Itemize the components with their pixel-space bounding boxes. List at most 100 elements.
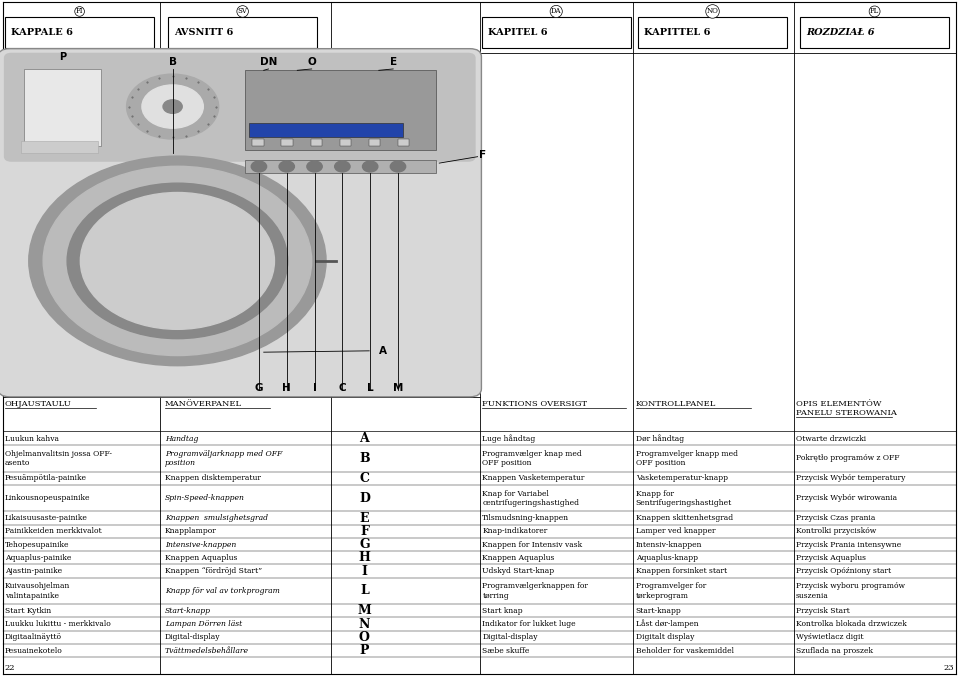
Circle shape [363, 161, 378, 172]
Text: C: C [339, 383, 346, 393]
Text: Kuivausohjelman
valintapainike: Kuivausohjelman valintapainike [5, 582, 70, 600]
Text: SV: SV [238, 7, 247, 16]
Text: G: G [359, 538, 370, 551]
Text: N: N [359, 618, 370, 631]
Text: Indikator for lukket luge: Indikator for lukket luge [482, 620, 576, 628]
Text: Knapp för val av torkprogram: Knapp för val av torkprogram [165, 587, 280, 595]
Text: DN: DN [260, 57, 277, 67]
Text: Przycisk Aquaplus: Przycisk Aquaplus [796, 554, 866, 562]
Text: Pesuainekotelo: Pesuainekotelo [5, 646, 62, 654]
Text: Knappen for Intensiv vask: Knappen for Intensiv vask [482, 541, 582, 549]
Text: Knapplampor: Knapplampor [165, 527, 217, 535]
Text: Tehopesupainike: Tehopesupainike [5, 541, 69, 549]
Text: Linkousnopeuspainike: Linkousnopeuspainike [5, 494, 90, 502]
Text: L: L [360, 585, 369, 598]
Text: Intensive-knappen: Intensive-knappen [165, 541, 236, 549]
Text: Programväljarknapp med OFF
position: Programväljarknapp med OFF position [165, 450, 282, 467]
Text: Start knap: Start knap [482, 607, 523, 615]
Text: M: M [393, 383, 403, 393]
Text: OHJAUSTAULU: OHJAUSTAULU [5, 400, 72, 408]
Text: Knappen Aquaplus: Knappen Aquaplus [482, 554, 554, 562]
FancyBboxPatch shape [801, 17, 949, 48]
Bar [311, 139, 322, 145]
Text: A: A [379, 346, 386, 356]
Text: Programvelger knapp med
OFF position: Programvelger knapp med OFF position [636, 450, 737, 467]
Text: B: B [359, 452, 370, 465]
Text: PL: PL [870, 7, 879, 16]
Text: Udskyd Start-knap: Udskyd Start-knap [482, 567, 554, 575]
Text: Lamper ved knapper: Lamper ved knapper [636, 527, 715, 535]
Text: 22: 22 [5, 664, 15, 672]
Text: O: O [307, 57, 316, 67]
Text: MANÖVERPANEL: MANÖVERPANEL [165, 400, 242, 408]
Bar [281, 139, 292, 145]
Text: Handtag: Handtag [165, 435, 199, 443]
Text: Knap-indikatorer: Knap-indikatorer [482, 527, 548, 535]
Text: Vasketemperatur-knapp: Vasketemperatur-knapp [636, 475, 728, 483]
Text: Knappen skittenhetsgrad: Knappen skittenhetsgrad [636, 514, 733, 522]
Text: Tilsmudsning-knappen: Tilsmudsning-knappen [482, 514, 570, 522]
Circle shape [67, 183, 288, 339]
Bar [245, 70, 436, 149]
Text: A: A [360, 432, 369, 445]
Text: H: H [282, 383, 292, 393]
Text: Kontrolki przycisków: Kontrolki przycisków [796, 527, 877, 535]
Bar [249, 122, 403, 137]
Text: Start Kytkin: Start Kytkin [5, 607, 51, 615]
Text: Kontrolka blokada drzwiczek: Kontrolka blokada drzwiczek [796, 620, 906, 628]
Text: Ajastin-painike: Ajastin-painike [5, 567, 62, 575]
Circle shape [81, 193, 274, 329]
Text: M: M [358, 604, 371, 617]
Text: H: H [359, 552, 370, 564]
Text: Digital-display: Digital-display [482, 633, 538, 642]
Text: Przycisk wyboru programów
suszenia: Przycisk wyboru programów suszenia [796, 582, 905, 600]
Bar [21, 141, 98, 153]
Text: Luukku lukittu - merkkivalo: Luukku lukittu - merkkivalo [5, 620, 110, 628]
FancyBboxPatch shape [6, 17, 153, 48]
Text: E: E [389, 57, 397, 67]
Text: G: G [255, 383, 263, 393]
FancyBboxPatch shape [639, 17, 786, 48]
Text: Digital-display: Digital-display [165, 633, 221, 642]
Text: P: P [58, 51, 66, 62]
Text: ROZDZIAŁ 6: ROZDZIAŁ 6 [806, 28, 875, 37]
Text: Digitaalinäyttö: Digitaalinäyttö [5, 633, 61, 642]
Text: Knappen “fördröjd Start”: Knappen “fördröjd Start” [165, 567, 262, 575]
Text: Start-knapp: Start-knapp [636, 607, 682, 615]
Text: Aquaplus-knapp: Aquaplus-knapp [636, 554, 698, 562]
Bar [252, 139, 264, 145]
Text: Knappen Aquaplus: Knappen Aquaplus [165, 554, 237, 562]
Text: 23: 23 [944, 664, 954, 672]
Text: Przycisk Wybór temperatury: Przycisk Wybór temperatury [796, 475, 905, 483]
Text: NO: NO [707, 7, 718, 16]
Bar [245, 160, 436, 173]
Text: Låst dør-lampen: Låst dør-lampen [636, 620, 698, 629]
Text: DA: DA [551, 7, 561, 16]
Text: Przycisk Czas prania: Przycisk Czas prania [796, 514, 876, 522]
Text: KAPITTEL 6: KAPITTEL 6 [644, 28, 711, 37]
Text: Knappen  smulsighetsgrad: Knappen smulsighetsgrad [165, 514, 268, 522]
FancyBboxPatch shape [481, 17, 631, 48]
Text: Knappen Vasketemperatur: Knappen Vasketemperatur [482, 475, 585, 483]
Bar [339, 139, 351, 145]
Text: I: I [313, 383, 316, 393]
Text: Szuflada na proszek: Szuflada na proszek [796, 646, 873, 654]
Circle shape [307, 161, 322, 172]
Text: OPIS ELEMENTÓW
PANELU STEROWANIA: OPIS ELEMENTÓW PANELU STEROWANIA [796, 400, 897, 416]
Text: Digitalt display: Digitalt display [636, 633, 694, 642]
Text: Programvælger knap med
OFF position: Programvælger knap med OFF position [482, 450, 582, 467]
Text: Programvelger for
tørkeprogram: Programvelger for tørkeprogram [636, 582, 706, 600]
Circle shape [29, 156, 326, 366]
Text: Pesuämpötila-painike: Pesuämpötila-painike [5, 475, 87, 483]
Text: E: E [360, 512, 369, 525]
FancyBboxPatch shape [169, 17, 316, 48]
Text: O: O [359, 631, 370, 644]
FancyBboxPatch shape [0, 49, 481, 397]
Text: Luge håndtag: Luge håndtag [482, 434, 536, 443]
Text: P: P [360, 644, 369, 657]
Text: Knapp for
Sentrifugeringshastighet: Knapp for Sentrifugeringshastighet [636, 489, 732, 507]
Text: Luukun kahva: Luukun kahva [5, 435, 58, 443]
Text: Intensiv-knappen: Intensiv-knappen [636, 541, 702, 549]
Text: Beholder for vaskemiddel: Beholder for vaskemiddel [636, 646, 734, 654]
Text: KAPITEL 6: KAPITEL 6 [487, 28, 548, 37]
